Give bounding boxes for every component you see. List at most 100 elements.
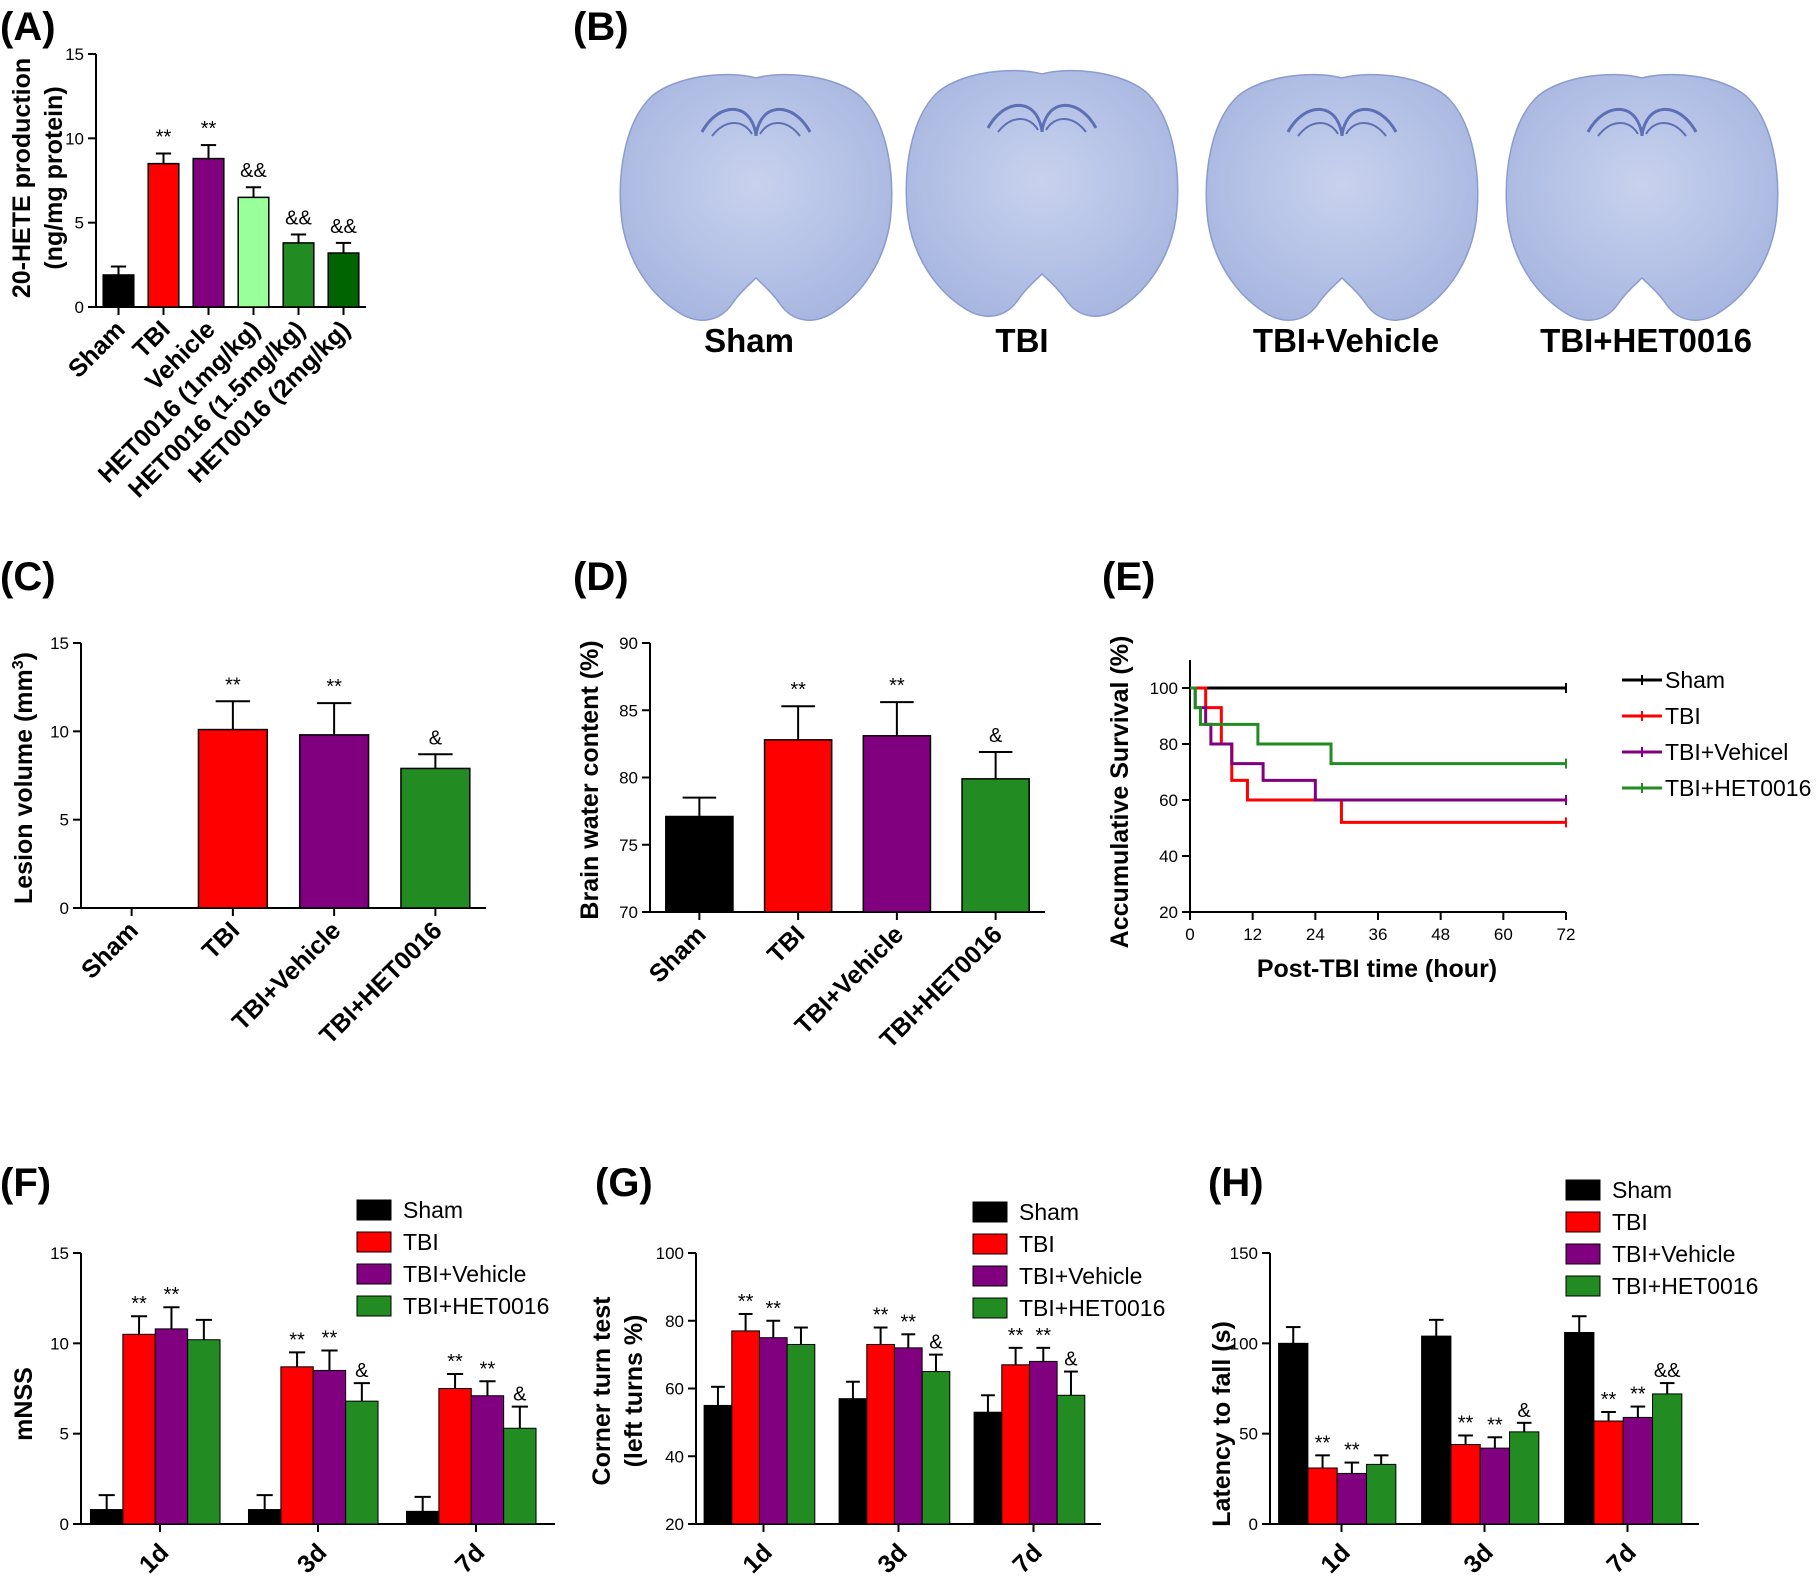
panel-d-significance-label: & — [989, 725, 1003, 747]
panel-h-ytick-label: 100 — [1230, 1334, 1258, 1353]
panel-h-significance-label: && — [1654, 1360, 1681, 1382]
panel-label-e: (E) — [1102, 555, 1155, 599]
panel-a-significance-label: ** — [156, 127, 172, 149]
panel-e-xtick-label: 12 — [1243, 925, 1262, 944]
panel-f-legend-swatch — [356, 1231, 392, 1253]
panel-d-significance-label: ** — [889, 675, 905, 697]
panel-h-significance-label: ** — [1630, 1384, 1646, 1406]
panel-label-f: (F) — [0, 1161, 51, 1205]
panel-h-category-label: 1d — [1315, 1538, 1355, 1578]
panel-a-bar — [147, 162, 180, 308]
panel-label-a: (A) — [0, 5, 56, 49]
panel-h-significance-label: ** — [1487, 1414, 1503, 1436]
panel-c-ytick-label: 15 — [50, 634, 69, 653]
panel-label-h: (H) — [1208, 1161, 1264, 1205]
panel-a-bar — [237, 196, 270, 308]
panel-g-bar — [1056, 1394, 1086, 1525]
panel-g-bar — [1001, 1364, 1030, 1525]
panel-e-xtick-label: 48 — [1431, 925, 1450, 944]
panel-h-significance-label: ** — [1344, 1440, 1360, 1462]
panel-f-category-label: 3d — [292, 1538, 332, 1578]
panel-h-bar — [1564, 1331, 1595, 1525]
panel-g-legend-label: TBI+Vehicle — [1019, 1263, 1142, 1289]
panel-f-legend-swatch — [356, 1295, 392, 1317]
panel-g-significance-label: ** — [873, 1305, 889, 1327]
panel-h-legend-swatch — [1565, 1179, 1601, 1201]
panel-g-ytick-label: 40 — [665, 1447, 684, 1466]
panel-a-significance-label: ** — [201, 118, 217, 140]
panel-g-category-label: 7d — [1007, 1538, 1047, 1578]
panel-g-significance-label: & — [1064, 1349, 1078, 1371]
panel-e-legend-label: TBI+Vehicel — [1665, 739, 1788, 765]
panel-h-legend-label: TBI+HET0016 — [1612, 1273, 1758, 1299]
panel-f-ytick-label: 5 — [60, 1425, 69, 1444]
panel-f-significance-label: ** — [289, 1329, 305, 1351]
panel-e-xlabel: Post-TBI time (hour) — [1257, 955, 1497, 983]
panel-a-bar — [327, 252, 360, 308]
panel-label-c: (C) — [0, 555, 56, 599]
panel-e-xtick-label: 36 — [1369, 925, 1388, 944]
panel-f-significance-label: ** — [447, 1351, 463, 1373]
panel-e-legend-label: Sham — [1665, 667, 1725, 693]
panel-g-bar — [866, 1343, 895, 1525]
panel-c-category-label: Sham — [76, 916, 144, 984]
panel-h-bar — [1652, 1393, 1683, 1525]
panel-h-bar — [1278, 1342, 1309, 1525]
panel-g-bar — [921, 1371, 951, 1525]
panel-f-legend-label: Sham — [403, 1197, 463, 1223]
brain-label-tbi: TBI — [995, 322, 1048, 359]
panel-f-bar — [345, 1400, 379, 1525]
brain-section-tbi-het0016 — [1505, 73, 1779, 321]
panel-h-legend-swatch — [1565, 1275, 1601, 1297]
panel-g-ytick-label: 100 — [656, 1244, 684, 1263]
panel-h-bar — [1307, 1467, 1338, 1525]
panel-h-bar — [1450, 1444, 1481, 1525]
panel-g-significance-label: ** — [1035, 1325, 1051, 1347]
panel-f-bar — [438, 1388, 472, 1525]
panel-e-xtick-label: 0 — [1185, 925, 1194, 944]
panel-f-bar — [470, 1395, 505, 1525]
panel-g-significance-label: ** — [1008, 1325, 1024, 1347]
panel-c-ytick-label: 10 — [50, 722, 69, 741]
panel-d-bar — [961, 778, 1030, 913]
panel-e-ylabel: Accumulative Survival (%) — [1106, 636, 1134, 949]
panel-h-legend-label: TBI — [1612, 1209, 1648, 1235]
panel-a-bar — [282, 242, 315, 308]
panel-a-ylabel-line2: (ng/mg protein) — [40, 86, 68, 269]
panel-c-ylabel: Lesion volume (mm3) — [10, 652, 38, 904]
panel-g-legend-swatch — [972, 1265, 1008, 1287]
panel-e-ytick-label: 60 — [1159, 791, 1178, 810]
panel-label-d: (D) — [573, 555, 629, 599]
panel-a-significance-label: && — [330, 216, 357, 238]
panel-f-significance-label: & — [355, 1360, 369, 1382]
panel-e-xtick-label: 60 — [1494, 925, 1513, 944]
panel-d-ytick-label: 75 — [619, 836, 638, 855]
brain-section-sham — [619, 73, 893, 321]
panel-f-significance-label: ** — [480, 1358, 496, 1380]
panel-f-bar — [154, 1328, 189, 1525]
panel-f-bar — [187, 1339, 221, 1525]
panel-h-bar — [1593, 1420, 1624, 1525]
panel-d-bar — [665, 815, 734, 913]
panel-h-significance-label: ** — [1315, 1432, 1331, 1454]
panel-c-significance-label: ** — [326, 676, 342, 698]
panel-a-category-label: Sham — [63, 315, 131, 383]
panel-c-bar — [400, 767, 471, 909]
panel-a-significance-label: && — [240, 160, 267, 182]
panel-label-g: (G) — [595, 1161, 653, 1205]
panel-h-legend-swatch — [1565, 1211, 1601, 1233]
panel-c-ylabel-close: ) — [10, 652, 38, 660]
panel-g-legend-swatch — [972, 1297, 1008, 1319]
panel-a-ytick-label: 15 — [65, 45, 84, 64]
panel-d-ytick-label: 70 — [619, 903, 638, 922]
panel-g-significance-label: ** — [900, 1311, 916, 1333]
panel-e-survival-line — [1190, 686, 1566, 766]
panel-f-legend-label: TBI+HET0016 — [403, 1293, 549, 1319]
panel-h-significance-label: ** — [1601, 1389, 1617, 1411]
panel-c-bar — [298, 734, 370, 909]
panel-a-significance-label: && — [285, 207, 312, 229]
panel-h-category-label: 3d — [1458, 1538, 1498, 1578]
